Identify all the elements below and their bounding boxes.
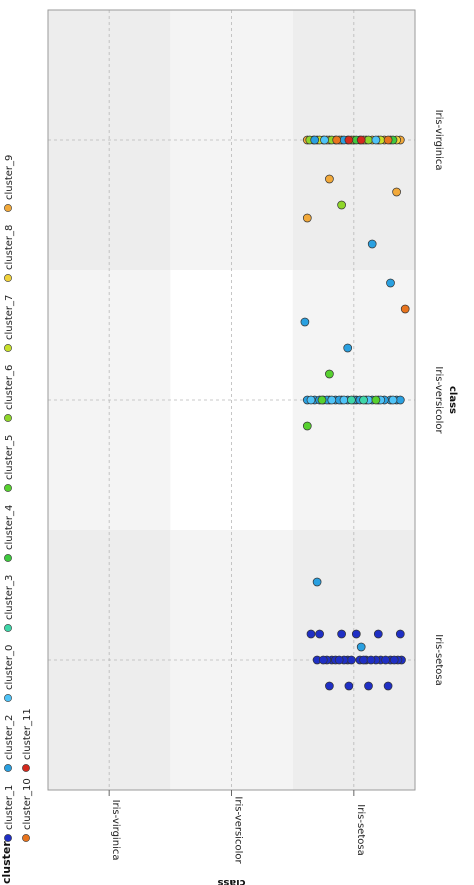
legend-label: cluster_7 <box>4 295 15 340</box>
legend-marker <box>4 274 12 282</box>
legend-marker <box>4 764 12 772</box>
legend-label: cluster_10 <box>22 778 33 830</box>
data-point <box>310 135 320 145</box>
data-point <box>318 655 328 665</box>
data-point <box>388 395 398 405</box>
data-point <box>373 629 383 639</box>
legend-label: cluster_4 <box>4 505 15 550</box>
data-point <box>381 655 390 665</box>
data-point <box>395 395 405 405</box>
legend-marker <box>4 694 12 702</box>
x-tick-label: Iris-versicolor <box>433 366 444 434</box>
legend-label: cluster_8 <box>4 225 15 270</box>
data-point <box>371 135 381 145</box>
legend-marker <box>22 834 30 842</box>
data-point <box>347 655 356 665</box>
bottom-axis-ticks: Iris-setosa Iris-versicolor Iris-virginica <box>108 790 366 864</box>
x-tick-label: Iris-virginica <box>433 110 444 171</box>
data-point <box>339 395 349 405</box>
legend-label: cluster_6 <box>4 365 15 410</box>
legend: clustercluster_1cluster_2cluster_0cluste… <box>0 155 33 884</box>
data-point <box>337 200 346 210</box>
axis-titles: class class <box>217 386 458 885</box>
legend-marker <box>22 764 30 772</box>
legend-title: cluster <box>0 841 13 884</box>
data-point <box>343 343 353 353</box>
data-point <box>359 655 368 665</box>
legend-item: cluster_10 <box>22 778 33 842</box>
legend-item: cluster_3 <box>4 575 15 632</box>
legend-item: cluster_0 <box>4 645 15 702</box>
legend-label: cluster_3 <box>4 575 15 620</box>
legend-label: cluster_9 <box>4 155 15 200</box>
data-point <box>325 369 334 379</box>
data-point <box>300 317 310 327</box>
data-point <box>347 395 356 405</box>
y-tick-label: Iris-virginica <box>110 800 121 861</box>
legend-label: cluster_0 <box>4 645 15 690</box>
data-point <box>337 629 346 639</box>
legend-item: cluster_7 <box>4 295 15 352</box>
data-point <box>359 395 368 405</box>
data-point <box>383 135 393 145</box>
data-point <box>320 135 329 145</box>
legend-item: cluster_1 <box>4 785 15 842</box>
legend-item: cluster_9 <box>4 155 15 212</box>
data-point <box>344 681 354 691</box>
data-point <box>317 395 327 405</box>
data-point <box>356 642 366 652</box>
data-point <box>312 577 322 587</box>
data-point <box>325 174 334 184</box>
data-point <box>302 213 312 223</box>
data-point <box>400 304 410 314</box>
data-point <box>327 395 337 405</box>
legend-item: cluster_8 <box>4 225 15 282</box>
legend-label: cluster_11 <box>22 708 33 760</box>
data-points <box>300 135 410 691</box>
x-tick-label: Iris-setosa <box>433 634 444 685</box>
data-point <box>325 681 334 691</box>
y-axis-title: class <box>217 877 245 885</box>
data-point <box>302 421 312 431</box>
legend-marker <box>4 554 12 562</box>
data-point <box>356 135 366 145</box>
legend-label: cluster_5 <box>4 435 15 480</box>
data-point <box>367 239 377 249</box>
legend-marker <box>4 344 12 352</box>
data-point <box>351 629 361 639</box>
legend-marker <box>4 204 12 212</box>
legend-item: cluster_6 <box>4 365 15 422</box>
data-point <box>364 135 373 145</box>
data-point <box>332 135 342 145</box>
legend-marker <box>4 484 12 492</box>
legend-marker <box>4 414 12 422</box>
y-tick-label: Iris-versicolor <box>233 796 244 864</box>
y-tick-label: Iris-setosa <box>355 804 366 855</box>
data-point <box>334 655 344 665</box>
data-point <box>392 187 401 197</box>
legend-label: cluster_1 <box>4 785 15 830</box>
data-point <box>366 655 376 665</box>
x-axis-title: class <box>447 386 458 414</box>
legend-item: cluster_5 <box>4 435 15 492</box>
data-point <box>364 681 373 691</box>
legend-label: cluster_2 <box>4 715 15 760</box>
data-point <box>386 278 395 288</box>
data-point <box>306 395 316 405</box>
data-point <box>395 629 405 639</box>
legend-item: cluster_4 <box>4 505 15 562</box>
data-point <box>383 681 393 691</box>
data-point <box>389 655 399 665</box>
data-point <box>315 629 324 639</box>
data-point <box>306 629 316 639</box>
legend-marker <box>4 834 12 842</box>
legend-marker <box>4 624 12 632</box>
legend-item: cluster_11 <box>22 708 33 772</box>
data-point <box>371 395 381 405</box>
data-point <box>344 135 354 145</box>
legend-item: cluster_2 <box>4 715 15 772</box>
left-axis-ticks: Iris-setosa Iris-versicolor Iris-virginica <box>433 110 444 686</box>
